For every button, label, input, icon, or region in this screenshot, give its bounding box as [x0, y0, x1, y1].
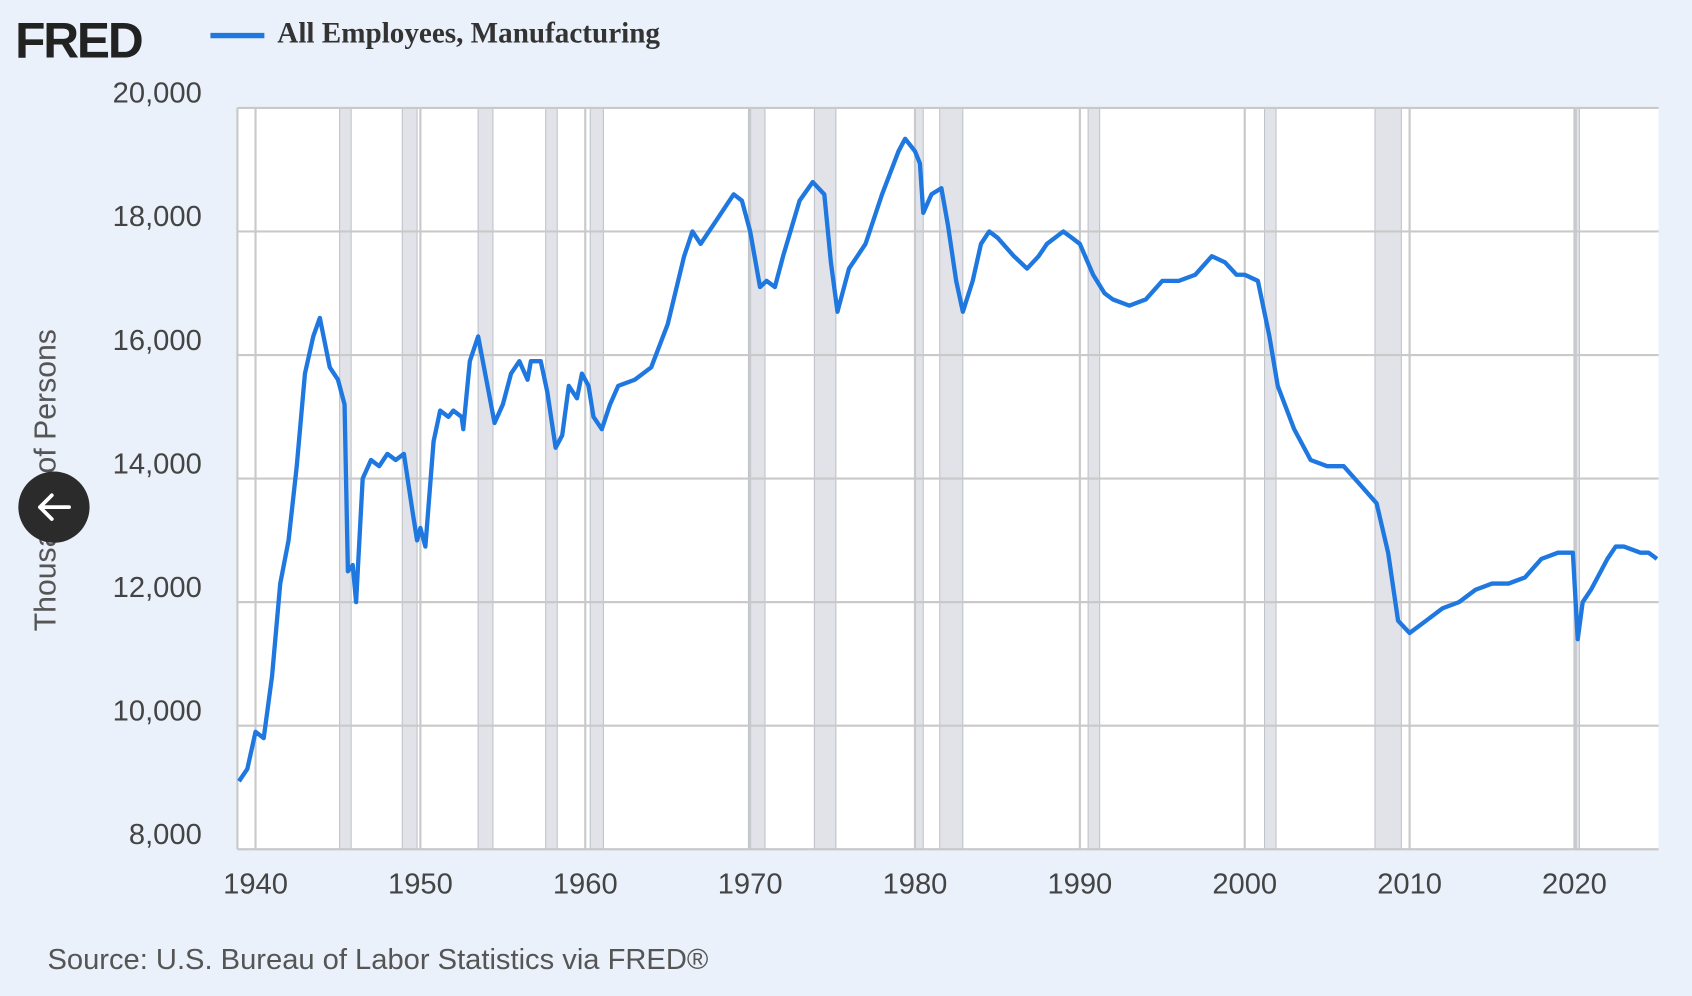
x-tick-label: 1970 — [718, 869, 783, 901]
y-tick-label: 10,000 — [113, 695, 202, 727]
plot-area: 8,000 10,000 12,000 14,000 16,000 18,000 20,00… — [113, 78, 1659, 901]
logo: FRED — [15, 12, 142, 68]
x-tick-label: 1980 — [883, 869, 948, 901]
series-line — [237, 136, 1659, 783]
x-tick-label: 2020 — [1542, 869, 1607, 901]
y-tick-label: 16,000 — [113, 325, 202, 357]
y-tick-label: 18,000 — [113, 201, 202, 233]
y-tick-label: 12,000 — [113, 572, 202, 604]
x-tick-label: 1940 — [223, 869, 288, 901]
y-tick-label: 20,000 — [113, 78, 202, 110]
y-tick-label: 14,000 — [113, 448, 202, 480]
x-tick-label: 2010 — [1377, 869, 1442, 901]
back-button[interactable] — [18, 471, 90, 543]
source: Source: U.S. Bureau of Labor Statistics … — [47, 944, 708, 976]
x-tick-label: 1960 — [553, 869, 618, 901]
x-tick-label: 2000 — [1212, 869, 1277, 901]
back-arrow-icon[interactable] — [38, 493, 71, 521]
x-tick-label: 1950 — [388, 869, 453, 901]
y-tick-label: 8,000 — [129, 819, 202, 851]
x-tick-label: 1990 — [1047, 869, 1112, 901]
legend-label: All Employees, Manufacturing — [277, 17, 660, 49]
